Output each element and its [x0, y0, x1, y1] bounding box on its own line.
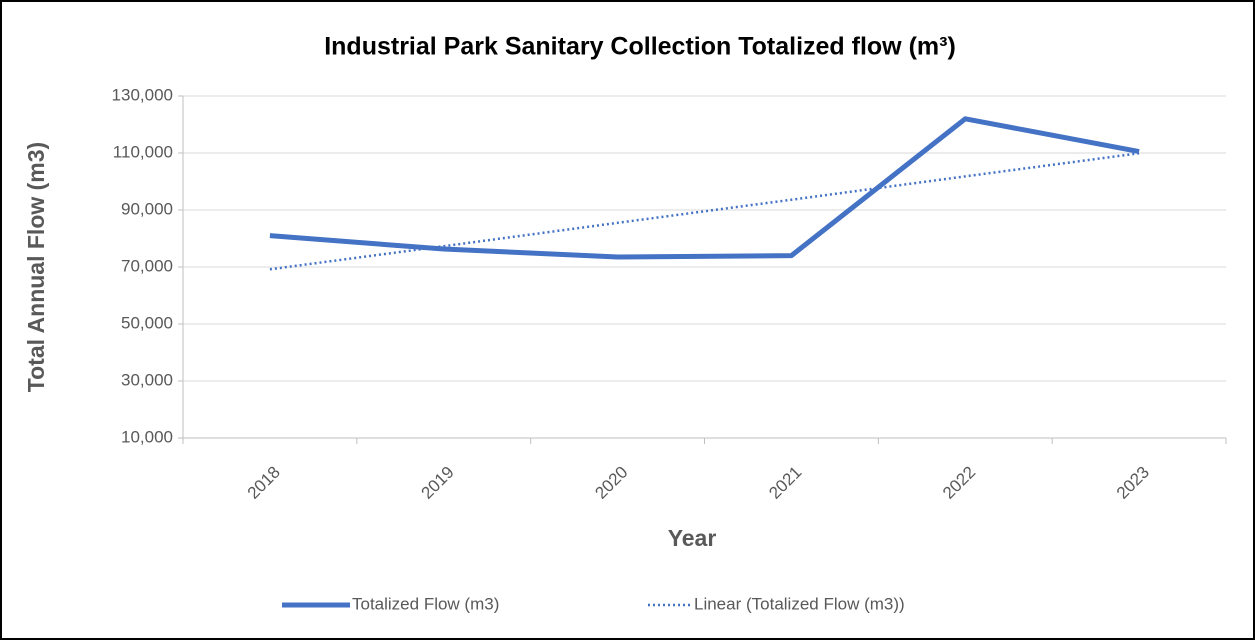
y-tick-label: 70,000 — [121, 256, 173, 275]
legend-label: Totalized Flow (m3) — [352, 594, 499, 613]
y-tick-label: 50,000 — [121, 313, 173, 332]
y-tick-label: 130,000 — [112, 85, 173, 104]
chart-title: Industrial Park Sanitary Collection Tota… — [324, 33, 956, 61]
y-tick-label: 30,000 — [121, 370, 173, 389]
y-tick-label: 110,000 — [113, 142, 173, 161]
series-line — [269, 116, 1140, 260]
y-tick-label: 10,000 — [121, 427, 173, 446]
y-axis-title: Total Annual Flow (m3) — [23, 142, 49, 392]
x-axis-title: Year — [668, 525, 717, 551]
y-tick-label: 90,000 — [121, 199, 173, 218]
trend-line — [269, 152, 1140, 271]
legend-label: Linear (Totalized Flow (m3)) — [694, 594, 905, 613]
